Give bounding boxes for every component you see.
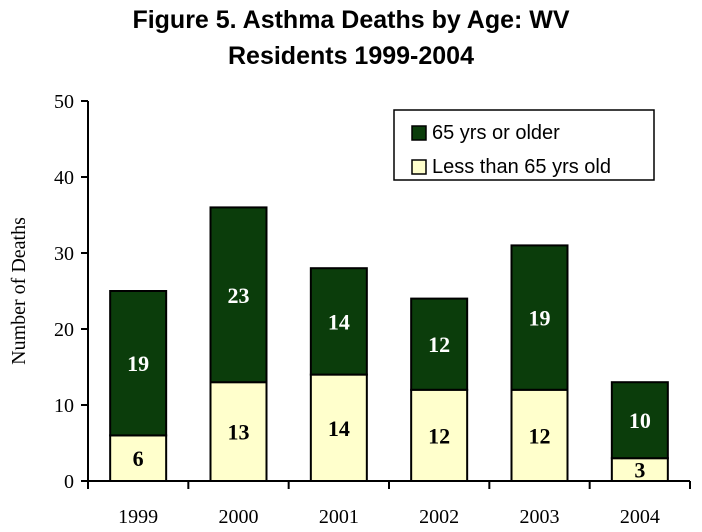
y-axis-label: Number of Deaths <box>8 217 30 365</box>
y-tick-label: 20 <box>54 319 74 341</box>
data-label: 12 <box>529 423 551 448</box>
data-label: 12 <box>428 423 450 448</box>
data-label: 14 <box>328 416 350 441</box>
x-tick-label: 2000 <box>219 506 259 528</box>
bar-segment <box>410 388 469 482</box>
data-label: 12 <box>428 332 450 357</box>
x-tick-label: 2001 <box>319 506 359 528</box>
legend-box <box>393 109 655 181</box>
y-tick-label: 10 <box>54 395 74 417</box>
x-tick-label: 2004 <box>620 506 660 528</box>
y-tick-label: 40 <box>54 167 74 189</box>
legend-swatch <box>411 125 427 141</box>
bar-segment <box>209 206 268 384</box>
bar-segment <box>109 290 168 437</box>
bar-segment <box>410 297 469 391</box>
y-tick-label: 30 <box>54 243 74 265</box>
legend-label: 65 yrs or older <box>432 122 560 144</box>
x-tick-label: 2003 <box>520 506 560 528</box>
y-tick-label: 0 <box>64 471 74 493</box>
data-label: 23 <box>228 283 250 308</box>
data-label: 10 <box>629 408 651 433</box>
bar-segment <box>510 388 569 482</box>
data-label: 6 <box>133 446 144 471</box>
data-label: 13 <box>228 420 250 445</box>
data-label: 3 <box>634 458 645 483</box>
bar-segment <box>610 381 669 460</box>
chart-title-line-2: Residents 1999-2004 <box>228 42 474 70</box>
bar-segment <box>510 244 569 391</box>
bar-segment <box>309 373 368 483</box>
data-label: 19 <box>127 351 149 376</box>
x-tick-label: 1999 <box>118 506 158 528</box>
legend-label: Less than 65 yrs old <box>432 156 611 178</box>
bar-segment <box>309 267 368 376</box>
x-tick-label: 2002 <box>419 506 459 528</box>
data-label: 19 <box>529 306 551 331</box>
chart-title-line-1: Figure 5. Asthma Deaths by Age: WV <box>132 6 570 34</box>
y-tick-label: 50 <box>54 91 74 113</box>
legend-swatch <box>411 159 427 175</box>
data-label: 14 <box>328 309 350 334</box>
